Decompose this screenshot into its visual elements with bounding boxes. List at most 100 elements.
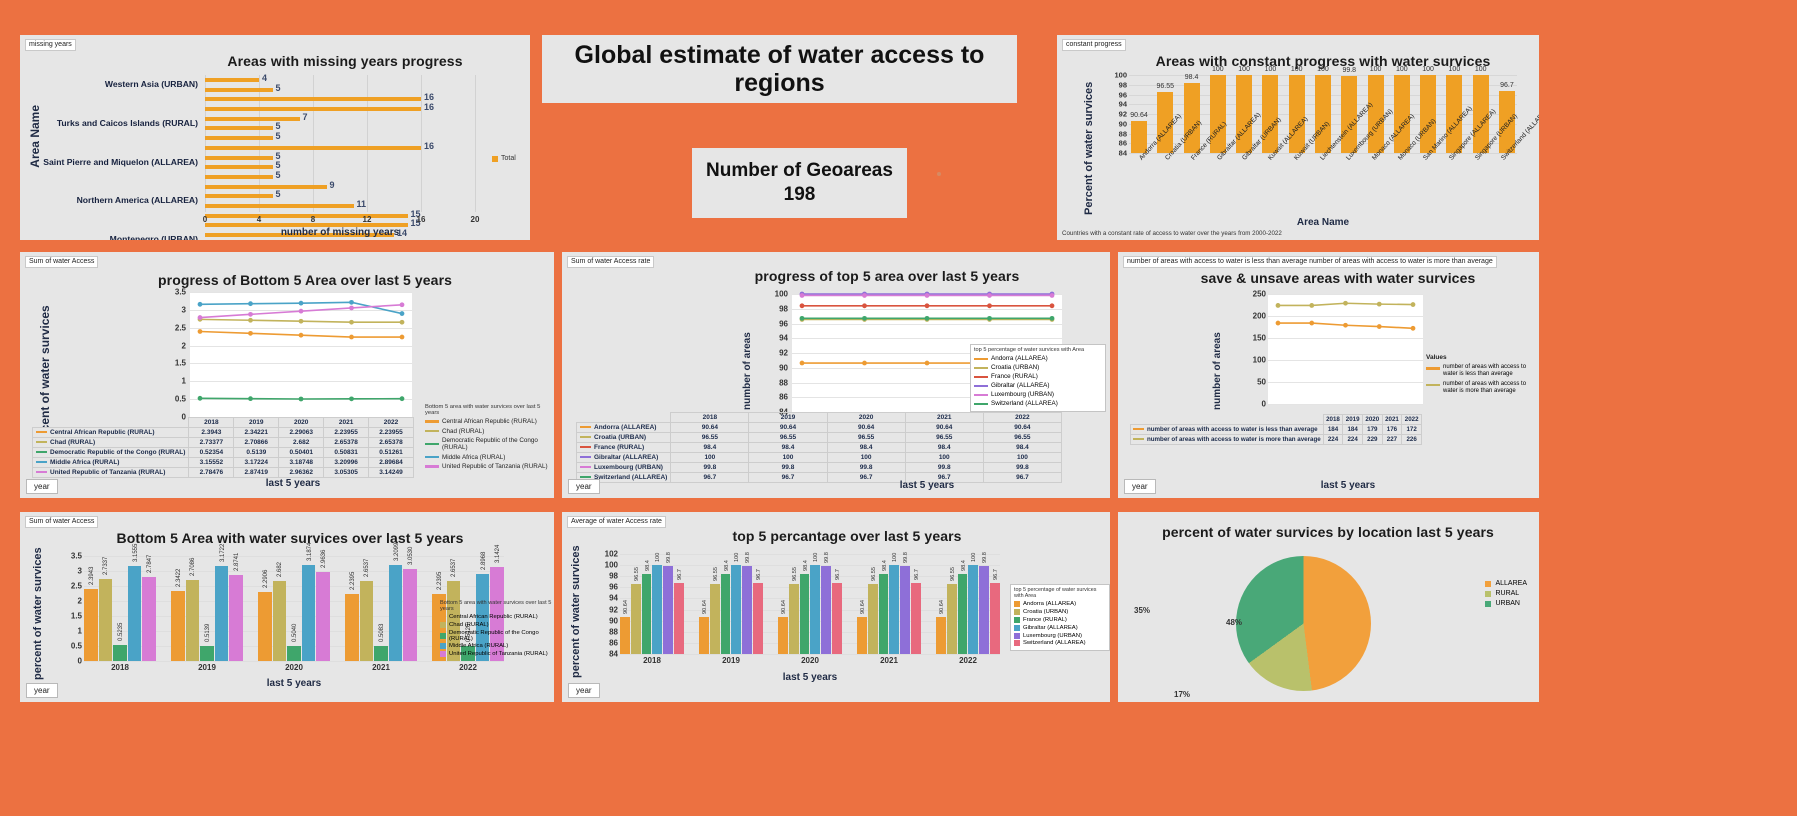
bar-column[interactable]: 100 bbox=[731, 553, 742, 654]
bar[interactable] bbox=[205, 194, 273, 199]
bar-column[interactable]: 96.55 bbox=[630, 567, 641, 654]
bar[interactable] bbox=[205, 78, 259, 82]
legend-item[interactable]: number of areas with access to water is … bbox=[1426, 381, 1536, 395]
pie-chart-location[interactable] bbox=[1236, 556, 1371, 691]
bar-column[interactable]: 96.55 bbox=[946, 567, 957, 654]
bar[interactable] bbox=[301, 565, 316, 661]
data-point[interactable] bbox=[1275, 303, 1281, 308]
legend-top5[interactable]: top 5 percentage of water survices with … bbox=[970, 344, 1106, 413]
bar-series-constant-progress[interactable]: 90.64 96.55 98.4 100 100 100 100 100 99.8 100 100 1… bbox=[1129, 66, 1517, 153]
bar-column[interactable]: 98.4 bbox=[720, 560, 731, 654]
bar[interactable] bbox=[205, 116, 300, 121]
data-point[interactable] bbox=[349, 299, 354, 305]
data-point[interactable] bbox=[248, 330, 253, 336]
bar-column[interactable]: 96.7 bbox=[753, 570, 763, 654]
bar-column[interactable]: 2.7337 bbox=[98, 557, 113, 661]
bar-column[interactable]: 96.7 bbox=[990, 570, 1000, 654]
data-point[interactable] bbox=[862, 303, 867, 309]
bar-column[interactable]: 3.1874 bbox=[301, 543, 316, 661]
legend-item[interactable]: Central African Republic (RURAL) bbox=[440, 614, 554, 620]
data-point[interactable] bbox=[1410, 302, 1416, 307]
bar-row[interactable]: 15 bbox=[205, 218, 475, 230]
data-point[interactable] bbox=[248, 301, 253, 307]
bar[interactable] bbox=[1131, 120, 1147, 153]
data-point[interactable] bbox=[298, 300, 304, 306]
bar-column[interactable]: 90.64 bbox=[857, 600, 867, 654]
bar[interactable] bbox=[1446, 75, 1463, 153]
bar[interactable] bbox=[403, 569, 417, 661]
bar-column[interactable]: 0.5040 bbox=[287, 624, 301, 661]
data-point[interactable] bbox=[197, 315, 203, 320]
bar-column[interactable]: 100 bbox=[1420, 66, 1437, 153]
data-point[interactable] bbox=[1309, 320, 1315, 326]
bar[interactable] bbox=[1209, 75, 1226, 153]
bar-column[interactable]: 99.8 bbox=[979, 552, 990, 654]
bar[interactable] bbox=[1498, 91, 1515, 153]
bar-column[interactable]: 2.7847 bbox=[142, 555, 156, 661]
bar-row[interactable]: 9 bbox=[205, 180, 475, 192]
bar[interactable] bbox=[1367, 75, 1384, 153]
bar[interactable] bbox=[359, 581, 374, 661]
bar-column[interactable]: 96.7 bbox=[911, 570, 921, 654]
bar[interactable] bbox=[205, 165, 273, 170]
bar[interactable] bbox=[742, 566, 753, 654]
bar[interactable] bbox=[205, 213, 408, 218]
legend-item[interactable]: Gibraltar (ALLAREA) bbox=[1014, 624, 1106, 631]
bar-column[interactable]: 96.7 bbox=[1498, 75, 1515, 153]
bar-column[interactable]: 90.64 bbox=[620, 600, 630, 654]
year-slicer-save-unsave[interactable]: year bbox=[1124, 479, 1156, 494]
data-point[interactable] bbox=[924, 303, 930, 309]
legend-item[interactable]: Middle Africa (RURAL) bbox=[425, 454, 550, 461]
bar[interactable] bbox=[1341, 75, 1358, 153]
bar[interactable] bbox=[171, 590, 185, 661]
bar[interactable] bbox=[788, 584, 799, 654]
bar[interactable] bbox=[84, 589, 98, 661]
bar[interactable] bbox=[490, 566, 504, 661]
bar[interactable] bbox=[229, 574, 243, 661]
bar[interactable] bbox=[205, 145, 421, 150]
bar-row[interactable]: 5 bbox=[205, 151, 475, 163]
data-point[interactable] bbox=[349, 305, 354, 311]
bar-column[interactable]: 2.2906 bbox=[258, 570, 272, 661]
bar[interactable] bbox=[205, 174, 273, 179]
bar-column[interactable]: 2.7086 bbox=[185, 557, 200, 661]
bar[interactable] bbox=[867, 584, 878, 654]
bar[interactable] bbox=[832, 583, 842, 654]
data-point[interactable] bbox=[1309, 303, 1315, 308]
bar[interactable] bbox=[900, 566, 911, 654]
bar[interactable] bbox=[1157, 91, 1174, 153]
legend-item[interactable]: RURAL bbox=[1485, 590, 1527, 597]
bar[interactable] bbox=[205, 223, 408, 228]
bar[interactable] bbox=[630, 584, 641, 654]
bar[interactable] bbox=[446, 581, 461, 661]
bar[interactable] bbox=[205, 136, 273, 141]
data-point[interactable] bbox=[399, 334, 405, 340]
bar-row[interactable]: 11 bbox=[205, 199, 475, 211]
data-point[interactable] bbox=[799, 360, 805, 366]
bar-row[interactable]: 5 bbox=[205, 83, 475, 95]
bar[interactable] bbox=[957, 574, 968, 654]
bar-column[interactable]: 90.64 bbox=[778, 600, 788, 654]
bar-column[interactable]: 96.7 bbox=[674, 570, 684, 654]
bar-column[interactable]: 2.6537 bbox=[359, 559, 374, 661]
legend-item[interactable]: Andorra (ALLAREA) bbox=[1014, 601, 1106, 608]
bar[interactable] bbox=[345, 593, 359, 661]
bar[interactable] bbox=[205, 97, 421, 102]
data-point[interactable] bbox=[924, 360, 930, 366]
bar[interactable] bbox=[127, 566, 142, 661]
bar[interactable] bbox=[142, 577, 156, 661]
legend-item[interactable]: Switzerland (ALLAREA) bbox=[974, 400, 1102, 407]
bar[interactable] bbox=[889, 565, 900, 654]
data-point[interactable] bbox=[799, 293, 805, 298]
bar-column[interactable]: 100 bbox=[1367, 66, 1384, 153]
bar[interactable] bbox=[98, 579, 113, 661]
bar[interactable] bbox=[1472, 75, 1489, 153]
legend-item[interactable]: URBAN bbox=[1485, 600, 1527, 607]
bar[interactable] bbox=[652, 565, 663, 654]
legend-item[interactable]: Croatia (URBAN) bbox=[974, 364, 1102, 371]
bar-column[interactable]: 100 bbox=[1288, 66, 1305, 153]
bar-row[interactable]: 7 bbox=[205, 112, 475, 124]
bar-column[interactable]: 90.64 bbox=[936, 600, 946, 654]
bar-row[interactable]: 14 bbox=[205, 228, 475, 240]
data-point[interactable] bbox=[1275, 320, 1281, 326]
